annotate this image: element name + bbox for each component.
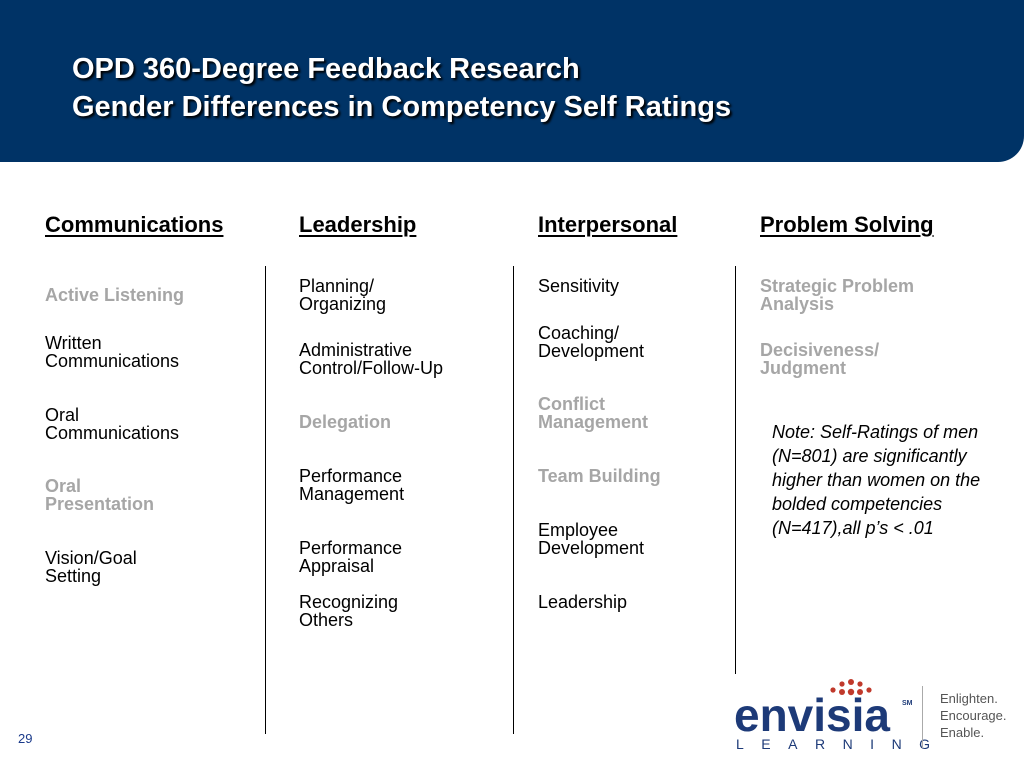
slide-title: OPD 360-Degree Feedback Research Gender …	[72, 50, 731, 126]
envisia-learning-logo: envisia SM LEARNING Enlighten. Encourage…	[730, 678, 1020, 758]
column-heading-problem-solving: Problem Solving	[760, 212, 934, 237]
significance-note: Note: Self-Ratings of men (N=801) are si…	[772, 422, 981, 538]
column-divider	[513, 266, 514, 734]
competency-item: Performance Appraisal	[299, 538, 403, 576]
competency-item: Active Listening	[45, 285, 185, 305]
competency-item: Written Communications	[45, 333, 180, 371]
logo-tagline: Enlighten. Encourage. Enable.	[940, 691, 1007, 740]
page-number: 29	[18, 731, 33, 746]
competency-item: Administrative Control/Follow-Up	[299, 340, 444, 378]
logo-wordmark: envisia	[734, 689, 890, 741]
column-heading-leadership: Leadership	[299, 212, 417, 237]
competency-item: Leadership	[538, 592, 628, 612]
competency-item: Decisiveness/ Judgment	[760, 340, 880, 378]
column-heading-interpersonal: Interpersonal	[538, 212, 678, 237]
competency-item: Oral Communications	[45, 405, 180, 443]
competency-item: Oral Presentation	[45, 476, 155, 514]
column-divider	[265, 266, 266, 734]
competency-item: Team Building	[538, 466, 661, 486]
competency-item: Strategic Problem Analysis	[760, 276, 915, 314]
competency-item: Coaching/ Development	[538, 323, 645, 361]
competency-item: Employee Development	[538, 520, 645, 558]
title-line-2: Gender Differences in Competency Self Ra…	[72, 91, 732, 123]
competency-item: Conflict Management	[538, 394, 649, 432]
competency-item: Recognizing Others	[299, 592, 399, 630]
competency-item: Planning/ Organizing	[299, 276, 387, 314]
logo-service-mark: SM	[902, 700, 913, 707]
column-divider	[735, 266, 736, 674]
logo-dots-icon	[830, 679, 872, 696]
competency-item: Performance Management	[299, 466, 405, 504]
competency-item: Vision/Goal Setting	[45, 548, 137, 586]
logo-subtitle: LEARNING	[736, 736, 948, 752]
title-line-1: OPD 360-Degree Feedback Research	[72, 53, 580, 85]
competency-item: Sensitivity	[538, 276, 620, 296]
competency-item: Delegation	[299, 412, 392, 432]
title-banner: OPD 360-Degree Feedback Research Gender …	[0, 0, 1024, 162]
column-heading-communications: Communications	[45, 212, 224, 237]
logo-divider	[922, 686, 923, 748]
